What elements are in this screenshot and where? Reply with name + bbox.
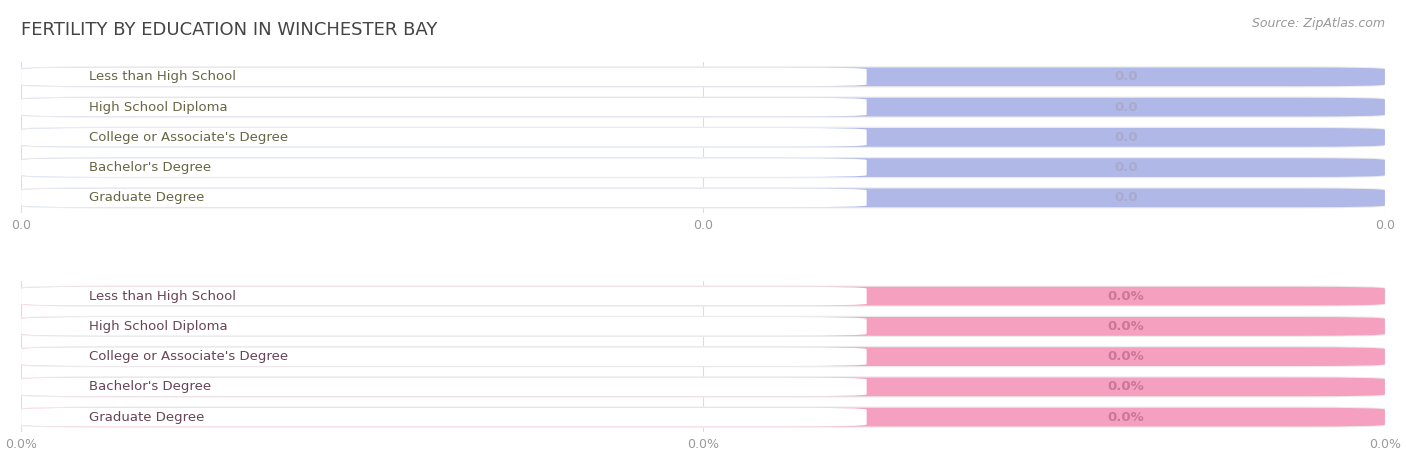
Text: 0.0: 0.0 <box>1114 161 1137 174</box>
FancyBboxPatch shape <box>21 128 866 147</box>
FancyBboxPatch shape <box>21 347 1385 366</box>
FancyBboxPatch shape <box>21 96 1385 118</box>
Text: College or Associate's Degree: College or Associate's Degree <box>90 131 288 144</box>
FancyBboxPatch shape <box>21 376 1385 398</box>
FancyBboxPatch shape <box>21 158 1385 177</box>
FancyBboxPatch shape <box>21 98 866 116</box>
FancyBboxPatch shape <box>21 347 866 366</box>
Text: High School Diploma: High School Diploma <box>90 101 228 114</box>
Text: 0.0: 0.0 <box>1114 131 1137 144</box>
Text: Bachelor's Degree: Bachelor's Degree <box>90 161 211 174</box>
FancyBboxPatch shape <box>21 158 866 177</box>
Text: Less than High School: Less than High School <box>90 70 236 84</box>
Text: 0.0%: 0.0% <box>1108 380 1144 393</box>
FancyBboxPatch shape <box>21 127 1385 148</box>
Text: Graduate Degree: Graduate Degree <box>90 410 205 424</box>
Text: Graduate Degree: Graduate Degree <box>90 191 205 204</box>
Text: 0.0: 0.0 <box>1114 70 1137 84</box>
FancyBboxPatch shape <box>21 407 1385 428</box>
FancyBboxPatch shape <box>21 346 1385 367</box>
FancyBboxPatch shape <box>21 408 1385 427</box>
FancyBboxPatch shape <box>21 316 1385 337</box>
FancyBboxPatch shape <box>21 317 866 336</box>
Text: 0.0%: 0.0% <box>1108 410 1144 424</box>
FancyBboxPatch shape <box>21 189 1385 207</box>
Text: 0.0: 0.0 <box>1114 101 1137 114</box>
Text: High School Diploma: High School Diploma <box>90 320 228 333</box>
FancyBboxPatch shape <box>21 187 1385 209</box>
FancyBboxPatch shape <box>21 66 1385 87</box>
FancyBboxPatch shape <box>21 408 866 427</box>
Text: 0.0%: 0.0% <box>1108 320 1144 333</box>
FancyBboxPatch shape <box>21 287 1385 305</box>
Text: 0.0%: 0.0% <box>1108 290 1144 303</box>
FancyBboxPatch shape <box>21 128 1385 147</box>
FancyBboxPatch shape <box>21 98 1385 116</box>
FancyBboxPatch shape <box>21 317 1385 336</box>
Text: 0.0%: 0.0% <box>1108 350 1144 363</box>
Text: 0.0: 0.0 <box>1114 191 1137 204</box>
Text: College or Associate's Degree: College or Associate's Degree <box>90 350 288 363</box>
FancyBboxPatch shape <box>21 157 1385 178</box>
FancyBboxPatch shape <box>21 67 1385 86</box>
Text: FERTILITY BY EDUCATION IN WINCHESTER BAY: FERTILITY BY EDUCATION IN WINCHESTER BAY <box>21 21 437 39</box>
Text: Bachelor's Degree: Bachelor's Degree <box>90 380 211 393</box>
FancyBboxPatch shape <box>21 67 866 86</box>
FancyBboxPatch shape <box>21 285 1385 307</box>
FancyBboxPatch shape <box>21 287 866 305</box>
Text: Less than High School: Less than High School <box>90 290 236 303</box>
FancyBboxPatch shape <box>21 378 866 396</box>
FancyBboxPatch shape <box>21 378 1385 396</box>
Text: Source: ZipAtlas.com: Source: ZipAtlas.com <box>1251 17 1385 29</box>
FancyBboxPatch shape <box>21 189 866 207</box>
